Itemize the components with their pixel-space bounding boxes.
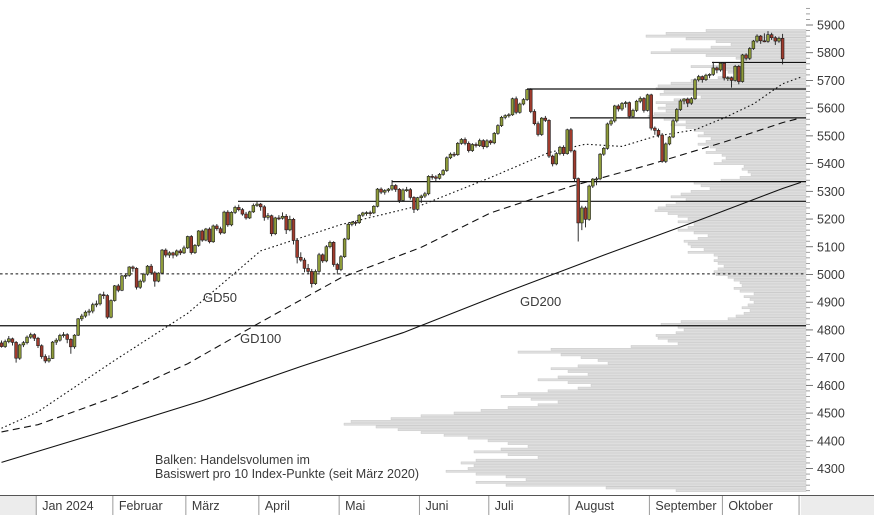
x-axis: Jan 2024 Februar März April Mai Juni Juli Augus… [0, 495, 874, 515]
x-axis-label-März: März [192, 499, 220, 513]
y-axis-label-5800: 5800 [817, 46, 845, 60]
y-axis-label-5000: 5000 [817, 268, 845, 282]
candles [0, 31, 785, 364]
y-axis-label-5100: 5100 [817, 240, 845, 254]
level-lines [0, 61, 806, 327]
y-axis-label-4700: 4700 [817, 351, 845, 365]
volume-note-line2: Basiswert pro 10 Index-Punkte (seit März… [155, 467, 420, 481]
y-axis-label-4600: 4600 [817, 379, 845, 393]
y-axis-label-4900: 4900 [817, 296, 845, 310]
y-axis-label-5300: 5300 [817, 185, 845, 199]
volume-profile-note: Balken: Handelsvolumen im Basiswert pro … [155, 453, 419, 481]
gd100-line [1, 117, 802, 433]
x-axis-label-August: August [575, 499, 614, 513]
gd50-ma-label: GD50 [203, 290, 237, 305]
x-axis-label-Mai: Mai [345, 499, 365, 513]
gd50-line [1, 76, 802, 429]
y-axis-label-5600: 5600 [817, 102, 845, 116]
y-axis-label-5400: 5400 [817, 157, 845, 171]
y-axis-label-4500: 4500 [817, 407, 845, 421]
y-axis-label-4800: 4800 [817, 323, 845, 337]
y-axis-label-5700: 5700 [817, 74, 845, 88]
x-axis-label-Juli: Juli [495, 499, 514, 513]
gd100-ma-label: GD100 [240, 331, 282, 346]
y-axis-label-4300: 4300 [817, 462, 845, 476]
x-axis-label-Jan 2024: Jan 2024 [42, 499, 93, 513]
y-axis: 5900 5800 5700 5600 5500 5400 5300 5200 5100 5000… [806, 7, 845, 492]
volume-note-line1: Balken: Handelsvolumen im [155, 453, 310, 467]
x-axis-label-September: September [655, 499, 716, 513]
gd200-line [1, 181, 802, 463]
y-axis-label-5500: 5500 [817, 129, 845, 143]
moving-averages [1, 76, 802, 463]
gd200-ma-label: GD200 [520, 294, 562, 309]
x-axis-label-April: April [265, 499, 290, 513]
volume-profile-bars [343, 29, 807, 492]
y-axis-label-4400: 4400 [817, 434, 845, 448]
x-axis-label-Juni: Juni [425, 499, 448, 513]
y-axis-label-5900: 5900 [817, 19, 845, 33]
y-axis-label-5200: 5200 [817, 213, 845, 227]
x-axis-label-Oktober: Oktober [728, 499, 772, 513]
x-axis-label-Februar: Februar [119, 499, 163, 513]
